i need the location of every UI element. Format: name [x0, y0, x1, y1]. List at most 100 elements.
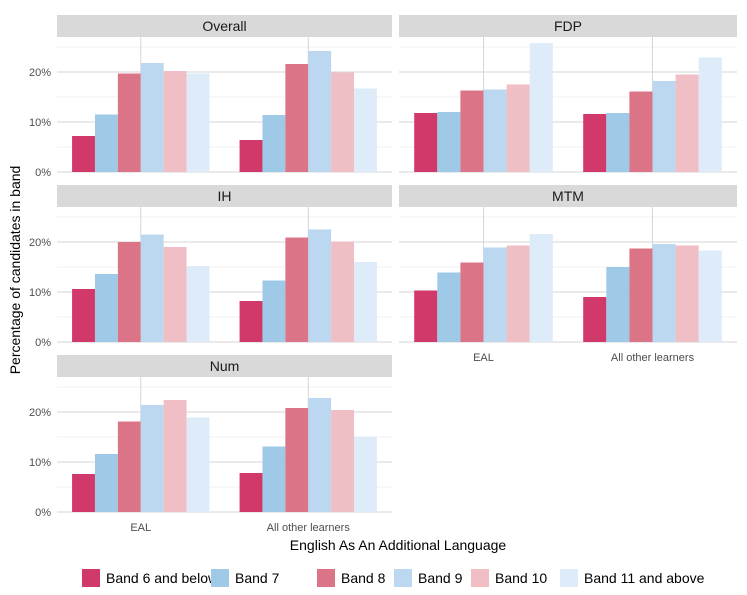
legend-item-5: Band 10 — [471, 569, 547, 587]
panel-title: Num — [210, 358, 240, 374]
bar-fdp-other-series-5 — [675, 74, 699, 172]
bar-overall-other-series-6 — [354, 88, 377, 172]
bar-fdp-other-series-3 — [629, 91, 653, 172]
panel-num: Num 0% 10% 20% EAL All other learners — [29, 355, 392, 534]
panel-ih: IH 0% 10% 20% — [29, 185, 392, 349]
bar-overall-eal-series-5 — [163, 71, 187, 172]
bar-fdp-eal-series-3 — [460, 90, 484, 172]
panel-title: Overall — [202, 18, 246, 34]
y-tick-label: 20% — [29, 237, 51, 249]
bar-ih-other-series-5 — [331, 241, 355, 342]
bar-ih-other-series-2 — [262, 280, 286, 342]
bar-num-other-series-6 — [354, 436, 377, 512]
x-tick-label: EAL — [473, 352, 494, 364]
bar-mtm-other-series-1 — [583, 297, 607, 342]
panel-strip — [57, 355, 392, 377]
legend-swatch — [471, 569, 489, 587]
bar-overall-eal-series-6 — [186, 73, 210, 172]
bar-mtm-other-series-3 — [629, 248, 653, 342]
bar-num-eal-series-1 — [72, 474, 95, 512]
legend-swatch — [317, 569, 335, 587]
bar-ih-eal-series-6 — [186, 266, 210, 342]
bar-mtm-eal-series-6 — [529, 234, 553, 342]
legend-swatch — [560, 569, 578, 587]
bar-mtm-eal-series-2 — [437, 272, 461, 342]
legend-label: Band 8 — [341, 570, 386, 586]
bar-mtm-eal-series-5 — [506, 245, 530, 342]
panel-title: IH — [218, 188, 232, 204]
bar-overall-eal-series-1 — [72, 136, 95, 172]
panel-fdp: FDP — [399, 15, 737, 173]
legend-item-4: Band 9 — [394, 569, 463, 587]
bar-num-eal-series-3 — [117, 421, 141, 512]
legend-swatch — [82, 569, 100, 587]
bar-num-other-series-4 — [308, 398, 332, 512]
panel-strip — [57, 15, 392, 37]
bar-fdp-other-series-4 — [652, 81, 676, 172]
bar-overall-eal-series-4 — [140, 63, 164, 172]
legend-item-6: Band 11 and above — [560, 569, 705, 587]
panel-strip — [399, 185, 737, 207]
bar-fdp-eal-series-5 — [506, 84, 530, 172]
y-tick-label: 20% — [29, 407, 51, 419]
panels-layer: Overall 0% 10% 20% FDP IH 0% 10% 20% MTM EAL All ot… — [29, 15, 737, 534]
x-tick-label: All other learners — [267, 522, 351, 534]
legend-swatch — [394, 569, 412, 587]
bar-num-other-series-2 — [262, 446, 286, 512]
legend: Band 6 and below Band 7 Band 8 Band 9 Band 1… — [82, 569, 705, 587]
bar-fdp-other-series-2 — [606, 113, 630, 172]
legend-label: Band 11 and above — [584, 570, 705, 586]
bar-num-eal-series-6 — [186, 417, 210, 512]
bar-mtm-eal-series-4 — [483, 247, 507, 342]
y-tick-label: 0% — [35, 167, 51, 179]
bar-mtm-other-series-5 — [675, 245, 699, 342]
panel-title: FDP — [554, 18, 582, 34]
legend-label: Band 6 and below — [106, 570, 219, 586]
bar-overall-other-series-3 — [285, 64, 309, 172]
panel-overall: Overall 0% 10% 20% — [29, 15, 392, 179]
panel-title: MTM — [552, 188, 584, 204]
bar-ih-eal-series-5 — [163, 247, 187, 342]
bar-fdp-eal-series-6 — [529, 43, 553, 172]
bar-ih-other-series-1 — [239, 301, 263, 342]
legend-label: Band 7 — [235, 570, 280, 586]
bar-num-other-series-5 — [331, 410, 355, 512]
bar-mtm-other-series-6 — [698, 250, 722, 342]
bar-overall-eal-series-3 — [117, 73, 141, 172]
panel-mtm: MTM EAL All other learners — [399, 185, 737, 364]
bar-overall-other-series-5 — [331, 72, 355, 172]
bar-fdp-eal-series-2 — [437, 112, 461, 172]
bar-mtm-other-series-2 — [606, 267, 630, 342]
bar-ih-eal-series-4 — [140, 234, 164, 342]
y-tick-label: 10% — [29, 117, 51, 129]
bar-num-other-series-1 — [239, 473, 263, 512]
legend-item-2: Band 7 — [211, 569, 280, 587]
y-tick-label: 10% — [29, 287, 51, 299]
bar-ih-other-series-3 — [285, 237, 309, 342]
panel-strip — [57, 185, 392, 207]
legend-label: Band 10 — [495, 570, 547, 586]
panel-strip — [399, 15, 737, 37]
bar-overall-other-series-2 — [262, 115, 286, 172]
bar-ih-other-series-4 — [308, 229, 332, 342]
bar-ih-eal-series-1 — [72, 289, 95, 342]
bar-num-eal-series-2 — [94, 454, 118, 512]
x-tick-label: EAL — [130, 522, 151, 534]
y-axis-title: Percentage of candidates in band — [7, 166, 23, 375]
bar-num-other-series-3 — [285, 408, 309, 512]
x-axis-title: English As An Additional Language — [290, 537, 507, 553]
legend-item-3: Band 8 — [317, 569, 386, 587]
bar-fdp-eal-series-1 — [414, 113, 438, 172]
bar-overall-other-series-4 — [308, 51, 332, 172]
bar-fdp-eal-series-4 — [483, 89, 507, 172]
y-tick-label: 20% — [29, 67, 51, 79]
legend-swatch — [211, 569, 229, 587]
x-tick-label: All other learners — [611, 352, 695, 364]
bar-overall-other-series-1 — [239, 140, 263, 172]
bar-num-eal-series-5 — [163, 400, 187, 512]
legend-item-1: Band 6 and below — [82, 569, 219, 587]
y-tick-label: 0% — [35, 507, 51, 519]
bar-num-eal-series-4 — [140, 405, 164, 512]
legend-label: Band 9 — [418, 570, 463, 586]
